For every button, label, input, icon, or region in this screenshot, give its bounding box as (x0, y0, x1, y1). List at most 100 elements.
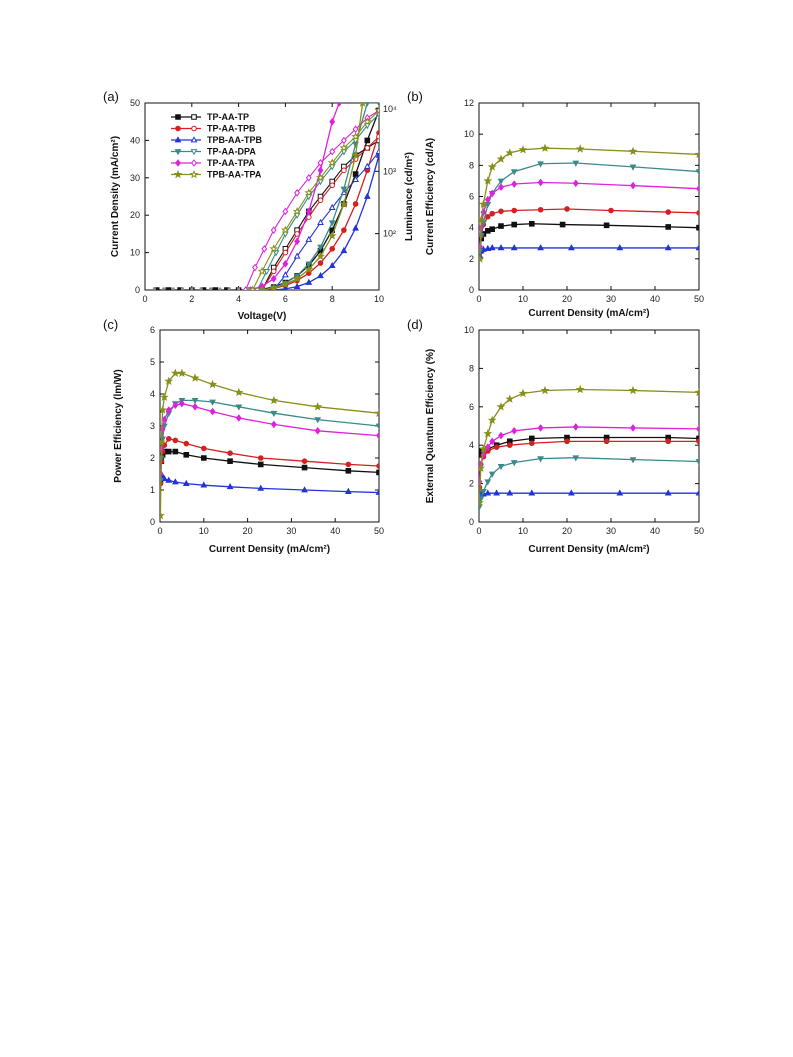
baseline-point (246, 287, 250, 290)
data-point (488, 471, 496, 478)
data-point (572, 179, 579, 188)
series-tpb-aa-tpb (479, 244, 699, 259)
data-point (628, 385, 638, 395)
data-point (375, 423, 379, 430)
data-point (340, 246, 348, 254)
data-point (695, 244, 699, 251)
series-tp-aa-tpa (479, 423, 699, 486)
data-point (529, 435, 535, 442)
data-point (628, 146, 638, 156)
luminance-point (252, 263, 258, 272)
data-point (497, 244, 505, 251)
data-point (694, 387, 699, 397)
luminance-point (270, 226, 277, 234)
data-point (505, 394, 515, 403)
data-point (487, 162, 497, 171)
data-point (484, 479, 492, 486)
series-tpb-aa-tpb (479, 489, 699, 498)
data-point (165, 287, 172, 290)
x-tick-label: 8 (330, 294, 335, 304)
data-point (352, 224, 359, 231)
data-point (537, 178, 544, 187)
luminance-point (329, 147, 336, 156)
data-point (345, 468, 352, 474)
data-point (329, 117, 336, 126)
data-point (165, 436, 172, 442)
data-point (696, 438, 699, 445)
luminance-point (375, 147, 379, 154)
data-point (665, 224, 671, 230)
luminance-point (374, 105, 379, 115)
data-point (234, 387, 244, 397)
data-point (497, 178, 505, 185)
x-tick-label: 0 (476, 526, 481, 536)
data-point (316, 251, 325, 261)
data-point (305, 207, 312, 216)
y2-axis-title: Luminance (cd/m²) (404, 152, 415, 241)
series-tp-aa-tp (153, 107, 379, 290)
data-point (171, 478, 179, 485)
data-point (564, 206, 570, 212)
data-point (257, 285, 267, 290)
data-point (227, 458, 233, 464)
series-tp-aa-dpa (479, 455, 699, 511)
data-point (696, 425, 699, 433)
data-point (270, 420, 277, 429)
baseline-point (199, 287, 203, 290)
data-point (505, 148, 515, 157)
data-point (352, 171, 359, 177)
data-point (630, 424, 636, 432)
data-point (497, 463, 505, 471)
data-point (305, 261, 313, 268)
baseline-point (162, 287, 166, 290)
series-line (479, 388, 699, 503)
luminance-line (273, 151, 379, 290)
legend-label: TP-AA-TPA (207, 158, 255, 168)
data-point (629, 164, 637, 171)
data-point (209, 399, 216, 406)
data-point (572, 160, 580, 167)
legend-marker-hollow (191, 114, 197, 120)
data-point (314, 426, 321, 435)
data-point (328, 220, 336, 227)
data-point (511, 426, 518, 435)
plot-frame (478, 102, 700, 291)
luminance-point (341, 167, 347, 174)
series-tp-aa-tpb (259, 130, 379, 290)
data-point (537, 456, 544, 463)
series-line (479, 457, 699, 507)
y2-tick-label: 10² (383, 229, 396, 239)
luminance-point (281, 225, 290, 234)
x-tick-label: 40 (650, 526, 660, 536)
data-point (172, 448, 179, 455)
data-point (511, 221, 517, 228)
y-tick-label: 4 (469, 223, 474, 233)
x-axis-title: Current Density (mA/cm²) (528, 544, 649, 555)
luminance-point (293, 252, 301, 259)
x-tick-label: 50 (374, 526, 384, 536)
data-point (190, 373, 200, 382)
x-tick-label: 6 (283, 294, 288, 304)
legend-marker-hollow (191, 159, 197, 167)
series-tpb-aa-tpb (160, 470, 379, 495)
data-point (483, 176, 493, 185)
data-point (375, 151, 379, 158)
data-point (479, 444, 488, 453)
data-point (376, 463, 379, 469)
x-tick-label: 2 (189, 294, 194, 304)
data-point (235, 414, 242, 422)
data-point (165, 476, 173, 483)
y-tick-label: 3 (150, 421, 155, 431)
data-point (235, 404, 243, 411)
luminance-point (248, 285, 258, 290)
data-point (479, 215, 486, 224)
y-tick-label: 2 (469, 254, 474, 264)
luminance-point (329, 182, 336, 189)
y-tick-label: 5 (150, 357, 155, 367)
x-tick-label: 30 (606, 294, 616, 304)
y-tick-label: 10 (464, 325, 474, 335)
data-point (282, 285, 289, 290)
data-point (341, 227, 347, 233)
y-tick-label: 10 (130, 248, 140, 258)
series-line (479, 181, 699, 247)
